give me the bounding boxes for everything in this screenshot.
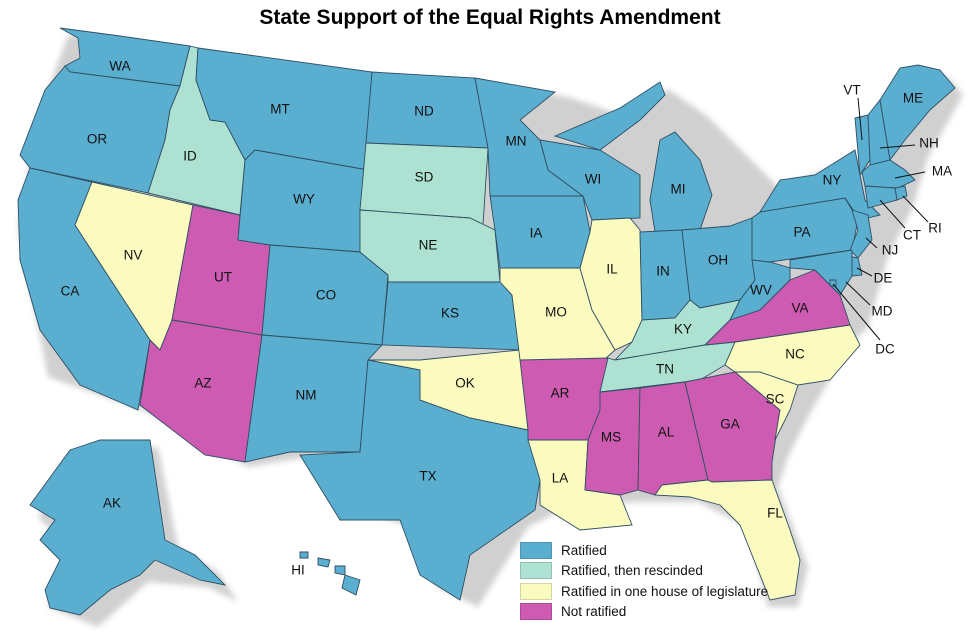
legend-label: Ratified	[561, 542, 607, 558]
label-HI: HI	[291, 563, 305, 578]
state-MI[interactable]	[553, 81, 713, 233]
label-WY: WY	[293, 192, 315, 207]
legend-label: Not ratified	[561, 604, 627, 620]
label-OK: OK	[455, 376, 475, 391]
leader-RI	[902, 195, 929, 223]
label-MA: MA	[932, 164, 952, 179]
legend-label: Ratified in one house of legislature	[561, 583, 769, 599]
label-NV: NV	[124, 248, 143, 263]
label-TN: TN	[656, 362, 674, 377]
leader-CT	[879, 199, 906, 229]
state-MD[interactable]	[789, 249, 853, 296]
label-CO: CO	[316, 288, 336, 303]
legend-label: Ratified, then rescinded	[561, 563, 703, 579]
label-ND: ND	[414, 104, 434, 119]
label-PA: PA	[793, 225, 810, 240]
legend-swatch-one-house	[520, 582, 552, 600]
legend-item-rescinded: Ratified, then rescinded	[520, 561, 768, 582]
label-MD: MD	[872, 304, 893, 319]
leader-VT	[857, 97, 863, 141]
leader-DC	[832, 283, 881, 341]
label-ID: ID	[183, 149, 197, 164]
label-CA: CA	[61, 284, 80, 299]
legend-swatch-ratified	[520, 541, 552, 559]
label-OR: OR	[87, 132, 108, 147]
label-MO: MO	[545, 305, 567, 320]
state-TX[interactable]	[299, 359, 541, 601]
state-DC[interactable]	[829, 279, 837, 287]
label-CT: CT	[903, 228, 921, 243]
legend-swatch-rescinded	[520, 562, 552, 580]
state-NY[interactable]	[759, 149, 881, 221]
label-GA: GA	[720, 417, 740, 432]
label-MI: MI	[671, 182, 686, 197]
state-IL[interactable]	[579, 217, 643, 351]
label-ME: ME	[903, 91, 923, 106]
state-HI[interactable]	[299, 551, 361, 596]
label-NC: NC	[785, 347, 805, 362]
label-NE: NE	[419, 238, 438, 253]
label-RI: RI	[928, 221, 942, 236]
legend-swatch-not-ratified	[520, 603, 552, 621]
label-leaders	[832, 97, 929, 341]
label-MS: MS	[601, 430, 621, 445]
label-KS: KS	[441, 306, 459, 321]
label-LA: LA	[552, 471, 569, 486]
label-WV: WV	[750, 283, 772, 298]
state-ME[interactable]	[879, 64, 956, 162]
label-NJ: NJ	[882, 243, 899, 258]
label-TX: TX	[419, 469, 436, 484]
label-AL: AL	[658, 425, 675, 440]
state-labels: WA OR CA ID NV UT AZ MT WY CO NM ND SD N…	[61, 59, 953, 578]
leader-NJ	[865, 237, 878, 249]
legend-item-ratified: Ratified	[520, 540, 768, 561]
label-AR: AR	[551, 386, 570, 401]
label-IL: IL	[606, 262, 618, 277]
leader-MA	[894, 171, 926, 179]
leader-DE	[856, 267, 873, 277]
state-CT[interactable]	[864, 185, 898, 209]
label-MN: MN	[506, 134, 527, 149]
label-VA: VA	[791, 301, 808, 316]
label-MT: MT	[270, 102, 290, 117]
label-NY: NY	[823, 173, 842, 188]
state-FL[interactable]	[654, 479, 801, 601]
label-KY: KY	[674, 322, 692, 337]
map-title: State Support of the Equal Rights Amendm…	[259, 6, 721, 29]
label-WI: WI	[585, 172, 602, 187]
label-FL: FL	[767, 506, 783, 521]
label-AK: AK	[103, 496, 121, 511]
label-VT: VT	[843, 83, 860, 98]
states-layer	[17, 27, 956, 616]
label-DE: DE	[874, 271, 893, 286]
legend-item-not-ratified: Not ratified	[520, 602, 768, 623]
legend: Ratified Ratified, then rescinded Ratifi…	[520, 540, 768, 622]
label-IA: IA	[530, 226, 543, 241]
label-OH: OH	[708, 253, 728, 268]
label-SC: SC	[766, 392, 785, 407]
label-SD: SD	[415, 170, 434, 185]
state-AK[interactable]	[29, 439, 227, 616]
label-WA: WA	[109, 59, 130, 74]
label-NM: NM	[296, 388, 317, 403]
leader-MD	[845, 281, 871, 306]
leader-NH	[879, 144, 916, 149]
legend-item-one-house: Ratified in one house of legislature	[520, 581, 768, 602]
label-DC: DC	[875, 342, 895, 357]
label-UT: UT	[214, 270, 232, 285]
label-IN: IN	[656, 264, 670, 279]
label-AZ: AZ	[194, 376, 211, 391]
label-NH: NH	[919, 136, 939, 151]
